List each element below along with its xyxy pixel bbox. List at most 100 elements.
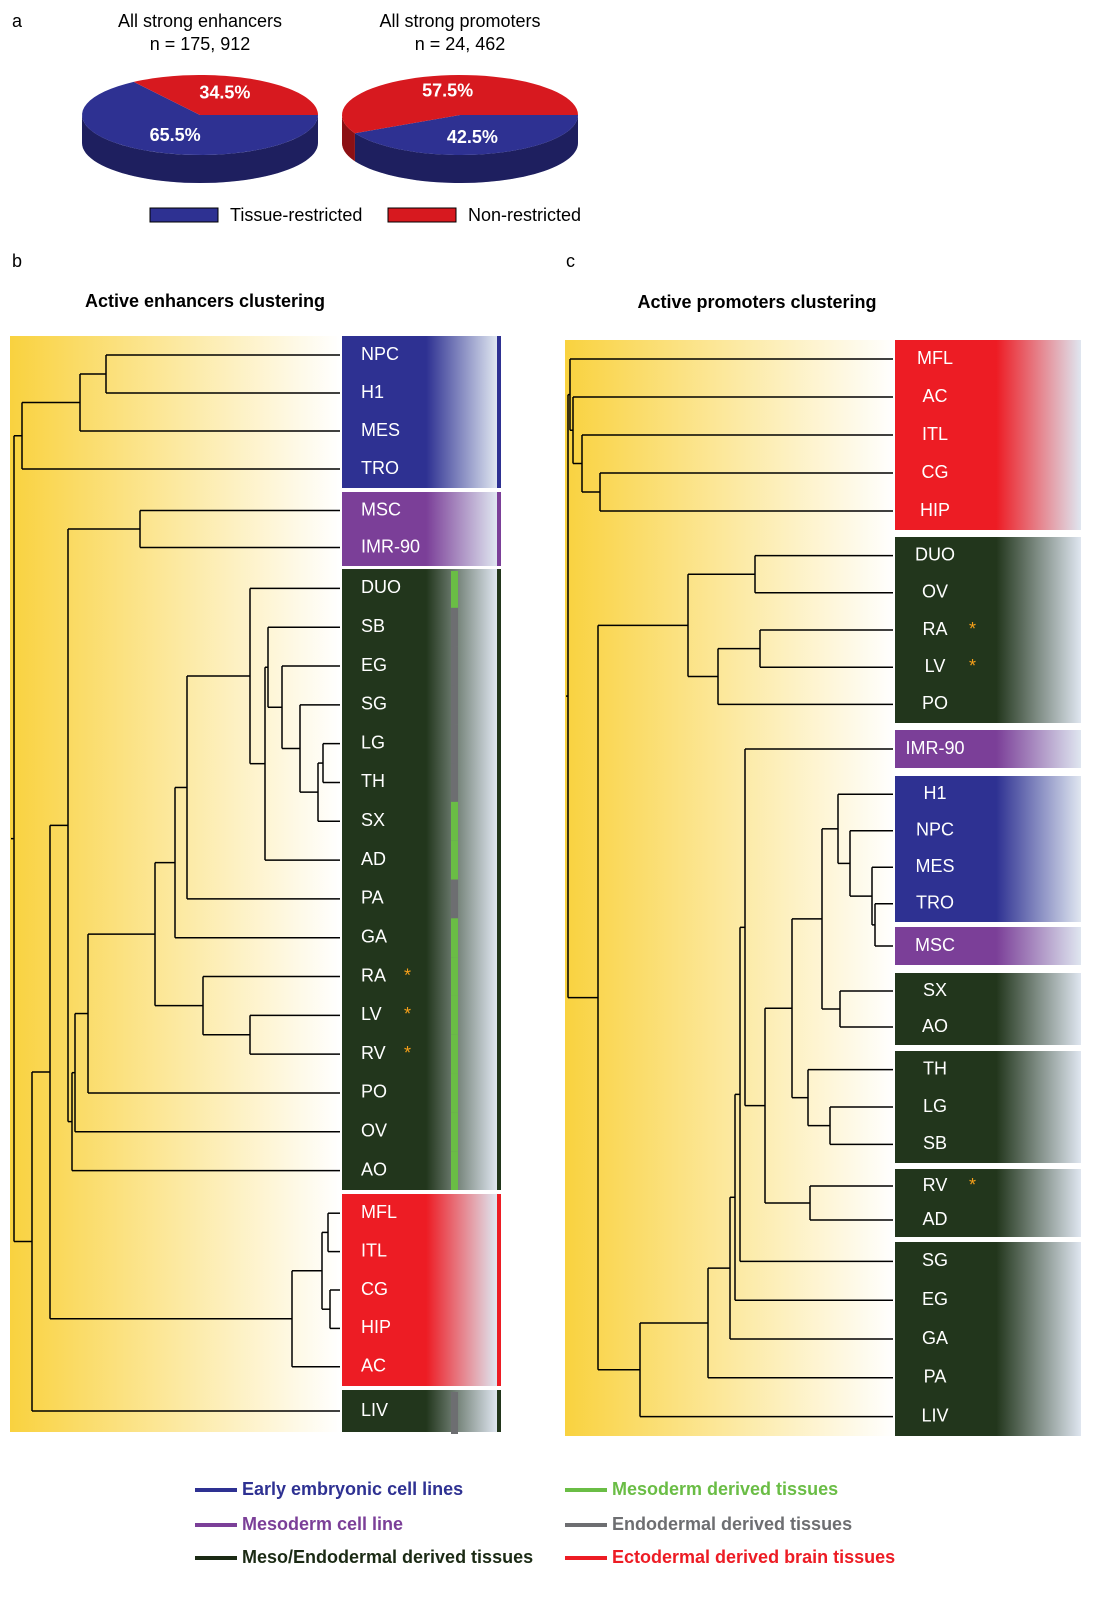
leaf-group — [895, 340, 998, 530]
leaf-label: LIV — [361, 1400, 388, 1420]
leaf-group-fade — [996, 973, 1081, 1045]
pie-subtitle: n = 24, 462 — [415, 34, 506, 54]
leaf-label: AO — [922, 1016, 948, 1036]
leaf-label: MSC — [361, 499, 401, 519]
group-bar — [497, 336, 501, 488]
tissue-bar — [451, 918, 458, 958]
legend-label: Non-restricted — [468, 205, 581, 225]
leaf-group — [895, 927, 998, 965]
legend-label: Mesoderm derived tissues — [612, 1479, 838, 1499]
tissue-bar — [451, 646, 458, 686]
tissue-bar — [451, 1392, 458, 1434]
leaf-group-fade — [996, 730, 1081, 768]
leaf-label: NPC — [916, 820, 954, 840]
tissue-bar — [451, 879, 458, 919]
legend-label: Ectodermal derived brain tissues — [612, 1547, 895, 1567]
leaf-asterisk: * — [969, 1175, 976, 1195]
leaf-label: TH — [923, 1058, 947, 1078]
leaf-label: EG — [922, 1289, 948, 1309]
pie-side-shade — [354, 115, 578, 183]
pie-slice — [82, 81, 318, 155]
leaf-label: DUO — [361, 577, 401, 597]
leaf-label: SX — [361, 810, 385, 830]
leaf-group-fade — [996, 537, 1081, 723]
tissue-bar — [451, 1112, 458, 1152]
leaf-group — [895, 1169, 998, 1237]
leaf-group-fade — [996, 927, 1081, 965]
pie-title: All strong enhancers — [118, 11, 282, 31]
leaf-label: TRO — [916, 893, 954, 913]
leaf-group-fade — [996, 1051, 1081, 1163]
legend-swatch — [387, 207, 457, 223]
tissue-bar — [451, 1073, 458, 1113]
tissue-bar — [451, 607, 458, 647]
leaf-asterisk: * — [404, 1043, 411, 1063]
leaf-asterisk: * — [969, 656, 976, 676]
leaf-label: MSC — [915, 935, 955, 955]
leaf-label: RA — [361, 965, 386, 985]
tissue-bar — [451, 724, 458, 764]
pie-side — [342, 115, 355, 162]
leaf-label: DUO — [915, 544, 955, 564]
tissue-bar — [451, 801, 458, 841]
leaf-group-fade — [426, 1194, 497, 1386]
group-bar — [497, 1390, 501, 1432]
legend-label: Tissue-restricted — [230, 205, 362, 225]
leaf-group-fade — [426, 569, 497, 1190]
leaf-label: HIP — [920, 500, 950, 520]
legend-label: Meso/Endodermal derived tissues — [242, 1547, 533, 1567]
leaf-label: IMR-90 — [905, 738, 964, 758]
leaf-label: SG — [361, 694, 387, 714]
leaf-group-fade — [426, 336, 497, 488]
leaf-label: MES — [361, 420, 400, 440]
leaf-group — [895, 1242, 998, 1436]
leaf-label: PA — [924, 1367, 947, 1387]
leaf-label: SB — [923, 1133, 947, 1153]
pie-side-shade — [82, 115, 318, 183]
leaf-label: IMR-90 — [361, 536, 420, 556]
leaf-group — [342, 1390, 428, 1432]
leaf-group — [895, 537, 998, 723]
pie-value-label: 65.5% — [150, 125, 201, 145]
leaf-label: AD — [922, 1209, 947, 1229]
leaf-label: RA — [922, 619, 947, 639]
leaf-label: NPC — [361, 344, 399, 364]
panel-label: a — [12, 11, 23, 31]
group-bar — [497, 492, 501, 566]
leaf-asterisk: * — [404, 965, 411, 985]
leaf-label: GA — [922, 1328, 948, 1348]
leaf-label: MFL — [917, 348, 953, 368]
leaf-label: TRO — [361, 458, 399, 478]
pie-side-shade — [342, 115, 355, 162]
leaf-label: TH — [361, 771, 385, 791]
leaf-label: SG — [922, 1250, 948, 1270]
pie-title: All strong promoters — [379, 11, 540, 31]
leaf-label: AD — [361, 849, 386, 869]
leaf-label: RV — [361, 1043, 386, 1063]
leaf-label: PO — [361, 1082, 387, 1102]
legend-label: Endodermal derived tissues — [612, 1514, 852, 1534]
pie-slice — [342, 75, 578, 134]
tissue-bar — [451, 1034, 458, 1074]
leaf-group-fade — [426, 492, 497, 566]
leaf-group-fade — [996, 776, 1081, 922]
leaf-label: LIV — [921, 1405, 948, 1425]
leaf-label: OV — [361, 1121, 387, 1141]
leaf-label: RV — [923, 1175, 948, 1195]
dendrogram-title: Active promoters clustering — [637, 292, 876, 312]
tissue-bar — [451, 995, 458, 1035]
leaf-label: ITL — [922, 424, 948, 444]
leaf-group-fade — [426, 1390, 497, 1432]
leaf-label: AC — [361, 1356, 386, 1376]
pie-side — [354, 115, 578, 183]
leaf-label: AO — [361, 1159, 387, 1179]
leaf-group — [895, 776, 998, 922]
leaf-label: LG — [923, 1096, 947, 1116]
legend-swatch — [149, 207, 219, 223]
panel-label: b — [12, 251, 22, 271]
pie-value-label: 42.5% — [447, 127, 498, 147]
leaf-group-fade — [996, 340, 1081, 530]
pie-slice — [133, 75, 318, 115]
